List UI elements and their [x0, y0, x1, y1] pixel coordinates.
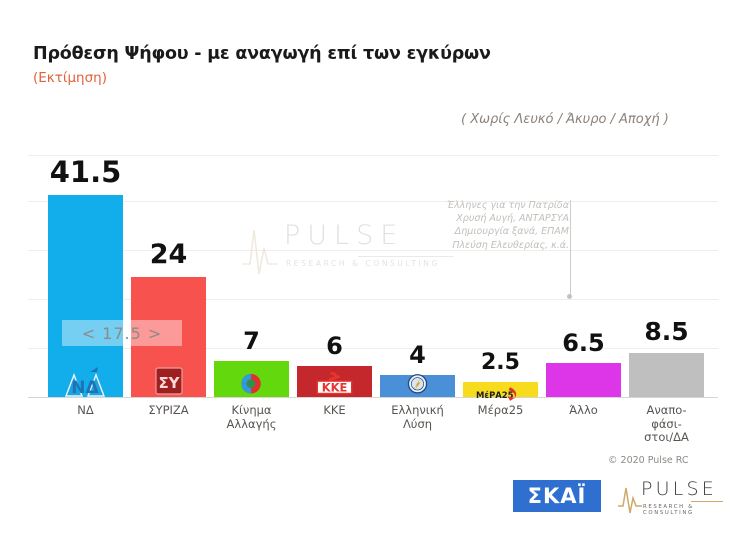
- bar-value-kke: 6: [326, 332, 343, 360]
- gridline: [28, 201, 718, 202]
- pulse-logo-text: PULSE: [641, 478, 718, 500]
- pulse-wave-icon: [618, 487, 642, 514]
- label-line: ΚΚΕ: [323, 403, 346, 417]
- gridline: [28, 299, 718, 300]
- label-line: Αλλαγής: [226, 416, 277, 431]
- kke-logo: ΚΚΕ: [316, 371, 353, 395]
- gap-badge: < 17.5 >: [62, 320, 182, 346]
- category-label-mera25: Μέρα25: [463, 403, 538, 418]
- annotation-leader-line: [570, 200, 571, 295]
- syriza-logo: ΣΥ: [155, 367, 183, 395]
- axis-baseline: [28, 397, 718, 398]
- category-label-kinal: Κίνημα Αλλαγής: [214, 403, 289, 431]
- nd-logo: ΝΔ: [64, 367, 106, 397]
- bar-nd[interactable]: [48, 195, 123, 397]
- bar-allo[interactable]: [546, 363, 621, 397]
- category-label-allo: Άλλο: [546, 403, 621, 418]
- category-label-undecided: Αναπο- φάσι- στοι/ΔΑ: [629, 403, 704, 445]
- label-line: Κίνημα: [231, 403, 272, 417]
- annotation-leader-dot: [567, 294, 572, 299]
- page-subtitle: (Εκτίμηση): [33, 70, 107, 86]
- category-label-elliniki-lysi: Ελληνική Λύση: [380, 403, 455, 431]
- skai-logo: ΣΚΑΪ: [513, 480, 601, 512]
- svg-text:ΝΔ: ΝΔ: [71, 378, 99, 397]
- label-line: ΝΔ: [77, 403, 94, 417]
- annotation-line: Χρυσή Αυγή, ΑΝΤΑΡΣΥΑ: [456, 213, 569, 225]
- category-label-kke: ΚΚΕ: [297, 403, 372, 418]
- bar-value-syriza: 24: [149, 239, 188, 270]
- bar-group-kinal[interactable]: 7: [214, 327, 289, 397]
- label-line: Αναπο-: [646, 403, 687, 417]
- label-line: Άλλο: [569, 403, 598, 417]
- label-line: Λύση: [402, 416, 433, 431]
- gridline: [28, 250, 718, 251]
- annotation-line: Έλληνες για την Πατρίδα: [446, 200, 569, 211]
- bar-group-allo[interactable]: 6.5: [546, 329, 621, 397]
- bar-group-undecided[interactable]: 8.5: [629, 317, 704, 397]
- label-line: ΣΥΡΙΖΑ: [148, 403, 189, 417]
- gridline: [28, 348, 718, 349]
- bar-mera25[interactable]: [463, 382, 538, 397]
- mera25-logo: ΜέΡΑ25: [476, 387, 517, 401]
- page-title: Πρόθεση Ψήφου - με αναγωγή επί των εγκύρ…: [33, 44, 491, 64]
- svg-text:ΜέΡΑ25: ΜέΡΑ25: [476, 390, 514, 400]
- svg-text:ΚΚΕ: ΚΚΕ: [322, 381, 348, 395]
- bar-value-mera25: 2.5: [481, 350, 520, 375]
- annotation-line: Πλεύση Ελευθερίας, κ.ά.: [452, 239, 569, 251]
- exclusion-note: ( Χωρίς Λευκό / Άκυρο / Αποχή ): [461, 112, 669, 127]
- bar-value-elliniki-lysi: 4: [409, 341, 426, 369]
- label-line: φάσι-: [651, 416, 682, 431]
- bar-value-nd: 41.5: [49, 155, 122, 189]
- copyright-text: © 2020 Pulse RC: [608, 455, 689, 466]
- category-label-syriza: ΣΥΡΙΖΑ: [131, 403, 206, 418]
- svg-text:ΣΥ: ΣΥ: [158, 374, 180, 392]
- bar-group-elliniki-lysi[interactable]: 4: [380, 341, 455, 397]
- pulse-logo-rule: [691, 501, 723, 502]
- skai-logo-text: ΣΚΑΪ: [527, 484, 587, 508]
- category-label-nd: ΝΔ: [48, 403, 123, 418]
- bar-group-mera25[interactable]: 2.5 ΜέΡΑ25: [463, 350, 538, 401]
- bar-value-kinal: 7: [243, 327, 260, 355]
- other-parties-annotation: Έλληνες για την Πατρίδα Χρυσή Αυγή, ΑΝΤΑ…: [424, 199, 569, 252]
- gridline: [28, 155, 718, 156]
- label-line: Ελληνική: [391, 403, 444, 417]
- bar-undecided[interactable]: [629, 353, 704, 397]
- bar-group-syriza[interactable]: 24 ΣΥ: [131, 239, 206, 397]
- pulse-logo: PULSE RESEARCH & CONSULTING: [617, 478, 725, 516]
- label-line: στοι/ΔΑ: [644, 430, 689, 444]
- kinal-logo: [241, 374, 261, 394]
- bar-value-allo: 6.5: [562, 329, 605, 357]
- pulse-logo-subtext: RESEARCH & CONSULTING: [643, 504, 694, 516]
- annotation-line: Δημιουργία ξανά, ΕΠΑΜ: [454, 226, 569, 238]
- bar-group-kke[interactable]: 6 ΚΚΕ: [297, 332, 372, 397]
- bar-group-nd[interactable]: 41.5 ΝΔ: [48, 155, 123, 397]
- elliniki-lysi-logo: [407, 374, 428, 394]
- bar-value-undecided: 8.5: [644, 317, 689, 346]
- label-line: Μέρα25: [477, 403, 524, 417]
